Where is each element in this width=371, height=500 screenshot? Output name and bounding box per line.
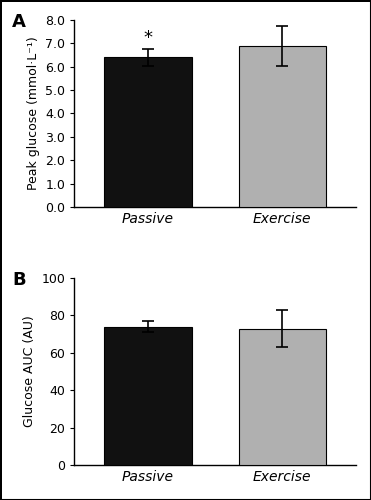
Text: B: B — [12, 270, 26, 288]
Text: *: * — [144, 29, 152, 47]
Y-axis label: Glucose AUC (AU): Glucose AUC (AU) — [23, 316, 36, 428]
Text: A: A — [12, 12, 26, 30]
Bar — [104, 326, 192, 465]
Bar — [104, 58, 192, 207]
Bar — [239, 46, 326, 207]
Y-axis label: Peak glucose (mmol·L⁻¹): Peak glucose (mmol·L⁻¹) — [27, 36, 40, 190]
Bar — [239, 328, 326, 465]
